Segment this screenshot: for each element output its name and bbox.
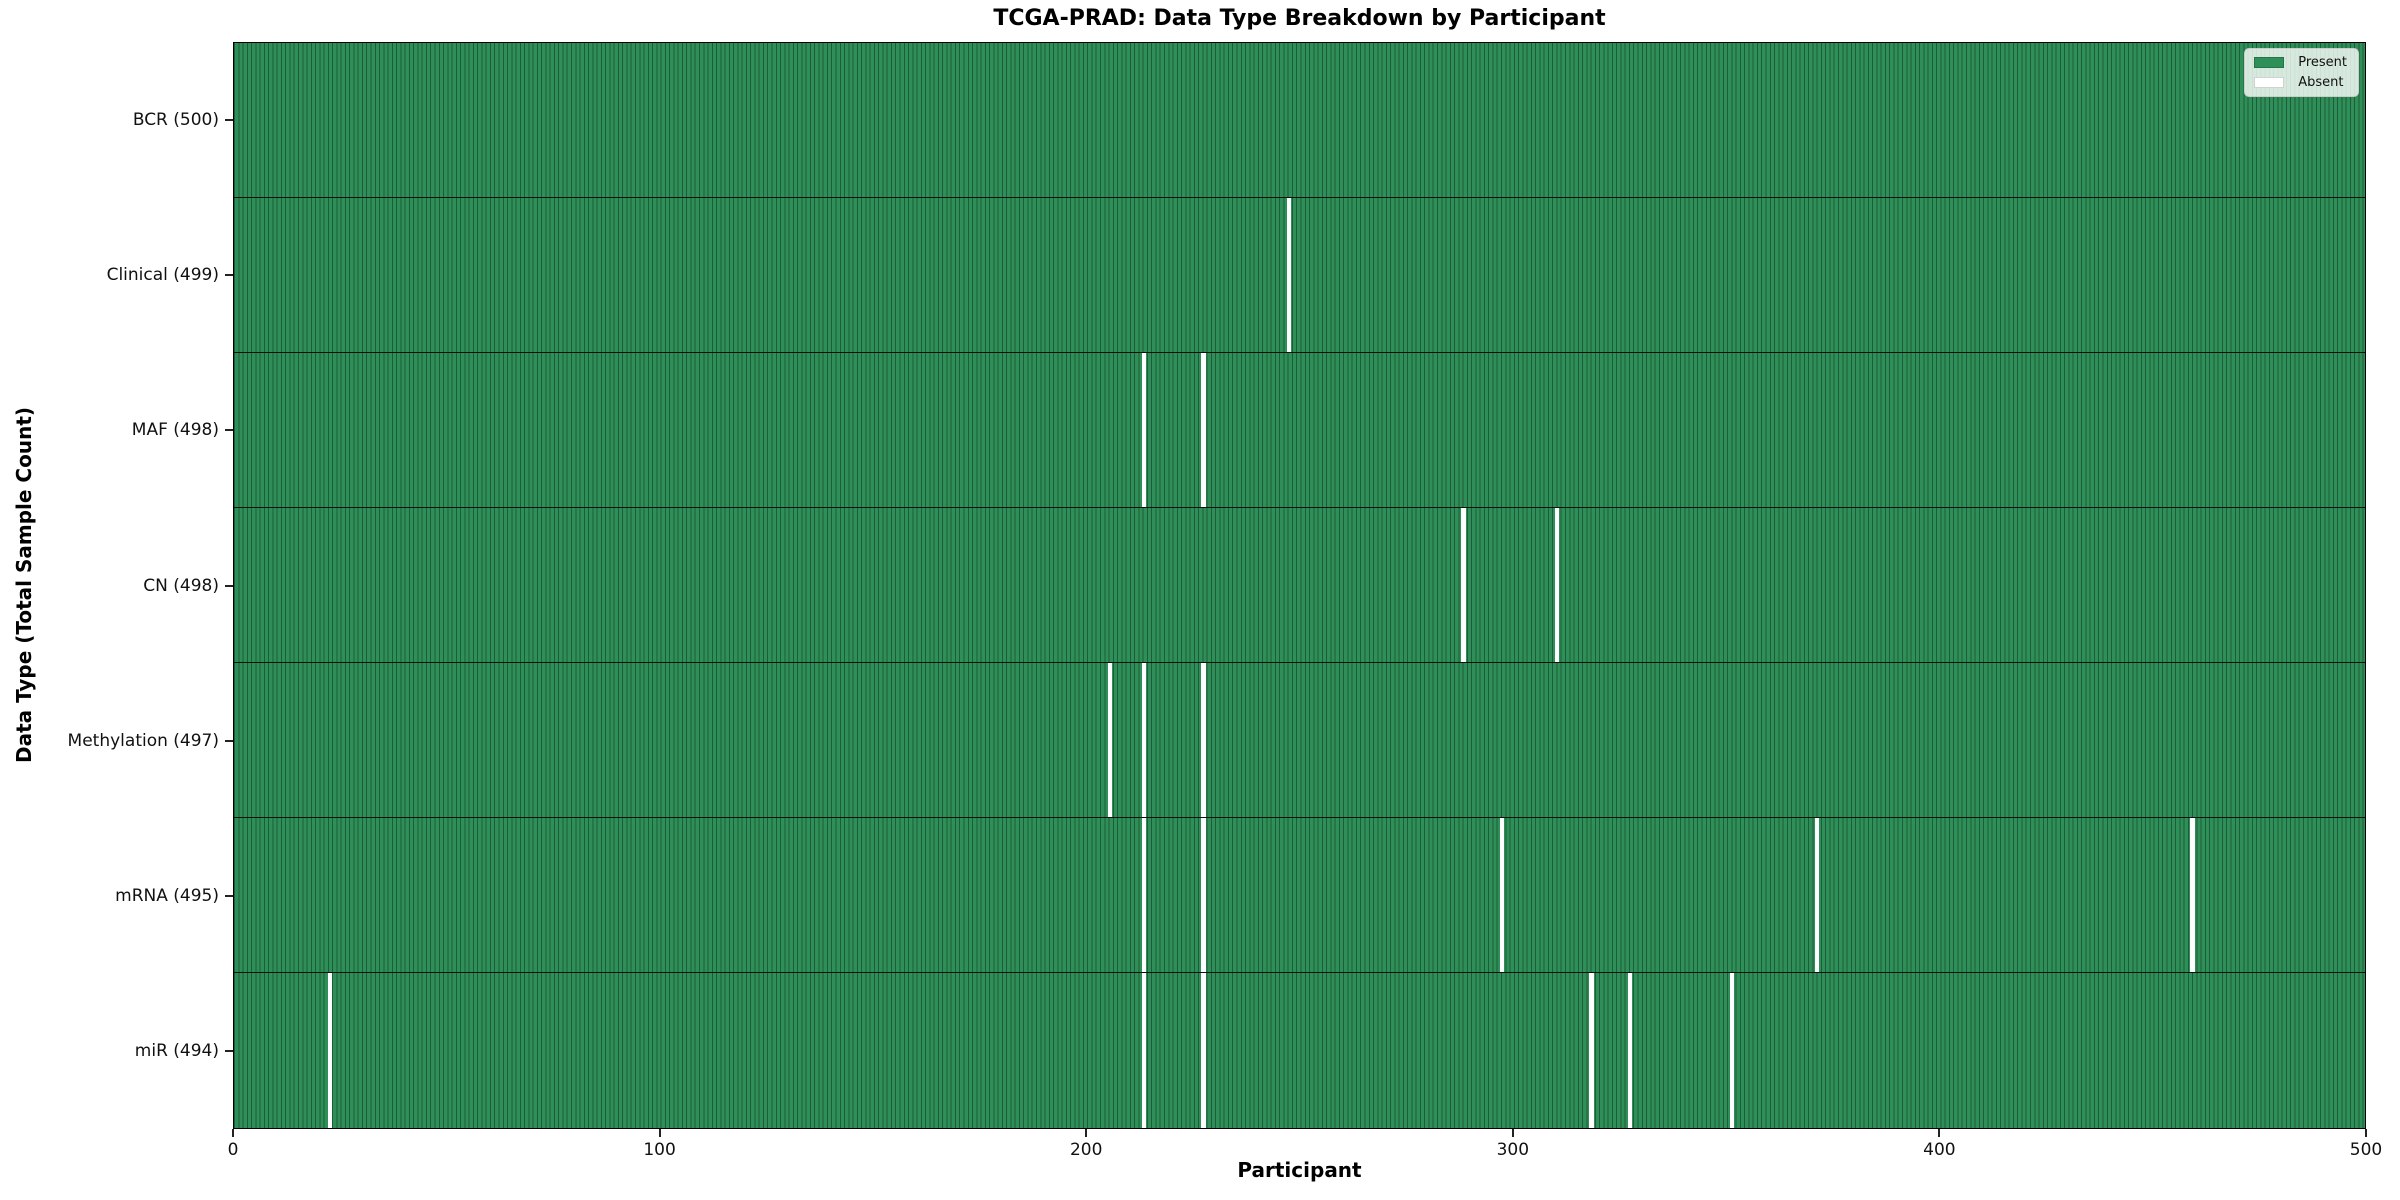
y-tick-label: Clinical (499) bbox=[106, 264, 219, 285]
x-tick-label: 100 bbox=[643, 1140, 676, 1160]
x-ticks: 0 100 200 300 400 500 bbox=[228, 1129, 2382, 1169]
x-tick-mark bbox=[232, 1129, 234, 1137]
y-tick-mark bbox=[225, 584, 233, 587]
legend: Present Absent bbox=[2244, 48, 2359, 97]
absent-stripe bbox=[1729, 973, 1735, 1128]
heatmap-row-CN bbox=[234, 508, 2365, 663]
y-tick-mark bbox=[225, 895, 233, 898]
x-tick-label: 300 bbox=[1496, 1140, 1530, 1160]
y-tick-label: MAF (498) bbox=[131, 420, 219, 441]
legend-swatch bbox=[2254, 57, 2285, 68]
x-tick-mark bbox=[1085, 1129, 1088, 1137]
y-tick-mark bbox=[225, 118, 233, 121]
heatmap-row-Clinical bbox=[234, 198, 2365, 353]
x-tick-mark bbox=[1511, 1129, 1514, 1137]
absent-stripe bbox=[1589, 973, 1594, 1128]
plot-area: Present Absent bbox=[233, 42, 2366, 1129]
y-tick-marks bbox=[225, 42, 233, 1129]
y-tick-label: Methylation (497) bbox=[67, 730, 219, 751]
legend-label: Present bbox=[2298, 55, 2347, 70]
heatmap-row-mRNA bbox=[234, 818, 2365, 973]
heatmap-row-BCR bbox=[234, 43, 2365, 198]
legend-label: Absent bbox=[2298, 75, 2344, 90]
absent-stripe bbox=[1141, 973, 1147, 1128]
legend-entry: Present bbox=[2254, 56, 2347, 69]
absent-stripe bbox=[1141, 663, 1147, 817]
y-tick-mark bbox=[225, 739, 233, 742]
absent-stripe bbox=[2190, 818, 2195, 972]
absent-stripe bbox=[1286, 198, 1291, 352]
y-tick-label: BCR (500) bbox=[132, 109, 219, 130]
x-tick-mark bbox=[2365, 1129, 2367, 1137]
y-tick-labels: BCR (500) Clinical (499) MAF (498) CN (498)… bbox=[0, 42, 219, 1129]
absent-stripe bbox=[327, 973, 332, 1128]
heatmap-row-Methylation bbox=[234, 663, 2365, 818]
absent-stripe bbox=[1815, 818, 1820, 972]
heatmap-row-MAF bbox=[234, 353, 2365, 508]
absent-stripe bbox=[1461, 508, 1466, 662]
x-tick-label: 400 bbox=[1923, 1140, 1956, 1160]
heatmap-row-miR bbox=[234, 973, 2365, 1128]
absent-stripe bbox=[1201, 973, 1206, 1128]
absent-stripe bbox=[1555, 508, 1560, 662]
x-tick-label: 500 bbox=[2349, 1140, 2383, 1160]
x-tick-mark bbox=[1938, 1129, 1941, 1137]
absent-stripe bbox=[1141, 353, 1147, 507]
x-axis-label: Participant bbox=[1237, 1158, 1362, 1182]
y-tick-label: CN (498) bbox=[143, 575, 219, 596]
legend-entry: Absent bbox=[2254, 76, 2347, 89]
absent-stripe bbox=[1141, 818, 1147, 972]
absent-stripe bbox=[1201, 663, 1206, 817]
x-tick-mark bbox=[658, 1129, 661, 1137]
x-tick-label: 200 bbox=[1069, 1140, 1103, 1160]
legend-swatch bbox=[2254, 77, 2285, 88]
chart-title: TCGA-PRAD: Data Type Breakdown by Partic… bbox=[993, 6, 1606, 31]
x-tick-label: 0 bbox=[227, 1140, 239, 1160]
absent-stripe bbox=[1627, 973, 1632, 1128]
y-tick-mark bbox=[225, 429, 233, 432]
absent-stripe bbox=[1201, 818, 1206, 972]
y-tick-mark bbox=[225, 1050, 233, 1053]
y-tick-label: miR (494) bbox=[134, 1041, 219, 1062]
y-tick-label: mRNA (495) bbox=[115, 886, 219, 907]
absent-stripe bbox=[1201, 353, 1206, 507]
absent-stripe bbox=[1499, 818, 1505, 972]
y-tick-mark bbox=[225, 273, 233, 276]
absent-stripe bbox=[1107, 663, 1112, 817]
